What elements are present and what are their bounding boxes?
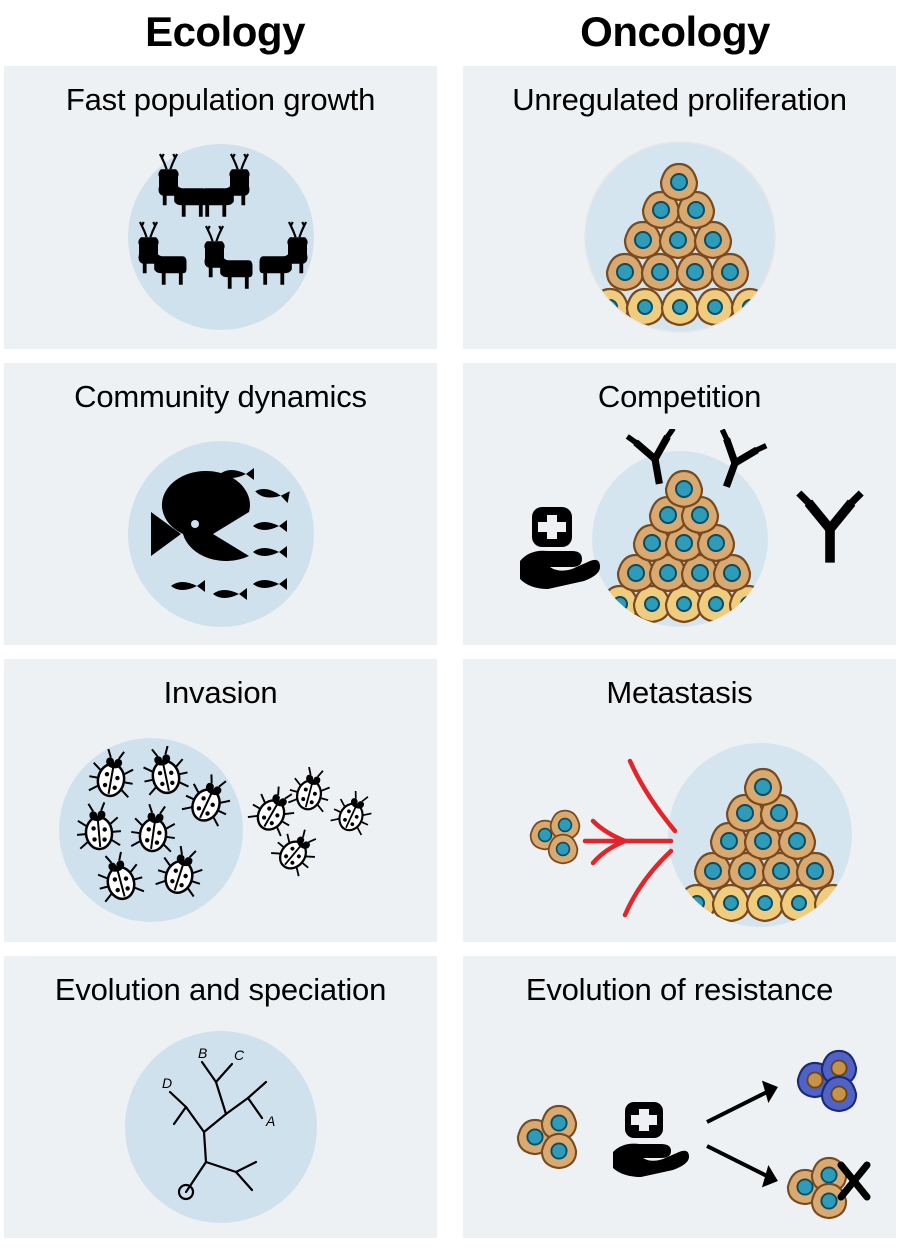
title-oncology-competition: Competition [598,379,761,415]
header-ecology: Ecology [0,8,450,56]
title-oncology-proliferation: Unregulated proliferation [512,82,847,118]
medical-care-icon [520,507,600,589]
title-ecology-population: Fast population growth [66,82,375,118]
title-ecology-community: Community dynamics [74,379,367,415]
illus-fish-community [4,423,437,646]
header-oncology: Oncology [450,8,900,56]
illus-deer-herd [4,126,437,349]
column-headers: Ecology Oncology [0,8,900,66]
illus-metastasis [463,719,896,942]
card-ecology-evolution: Evolution and speciation [4,956,437,1239]
card-ecology-invasion: Invasion [4,659,437,942]
card-oncology-resistance: Evolution of resistance [463,956,896,1239]
comparison-grid: Fast population growth Unregu [0,66,900,1246]
illus-darwin-tree: D B C A [4,1016,437,1239]
card-ecology-population: Fast population growth [4,66,437,349]
illus-resistance-evolution [463,1016,896,1239]
title-ecology-evolution: Evolution and speciation [55,972,386,1008]
svg-text:B: B [198,1045,207,1061]
title-ecology-invasion: Invasion [164,675,278,711]
title-oncology-metastasis: Metastasis [606,675,752,711]
illus-tumor-cells [463,126,896,349]
card-oncology-competition: Competition [463,363,896,646]
card-ecology-community: Community dynamics [4,363,437,646]
illus-beetles-invasion [4,719,437,942]
treatment-icon [613,1102,689,1177]
card-oncology-proliferation: Unregulated proliferation [463,66,896,349]
title-oncology-resistance: Evolution of resistance [526,972,833,1008]
illus-competition [463,423,896,646]
svg-text:D: D [162,1075,172,1091]
card-oncology-metastasis: Metastasis [463,659,896,942]
svg-text:A: A [265,1113,275,1129]
svg-text:C: C [234,1047,245,1063]
